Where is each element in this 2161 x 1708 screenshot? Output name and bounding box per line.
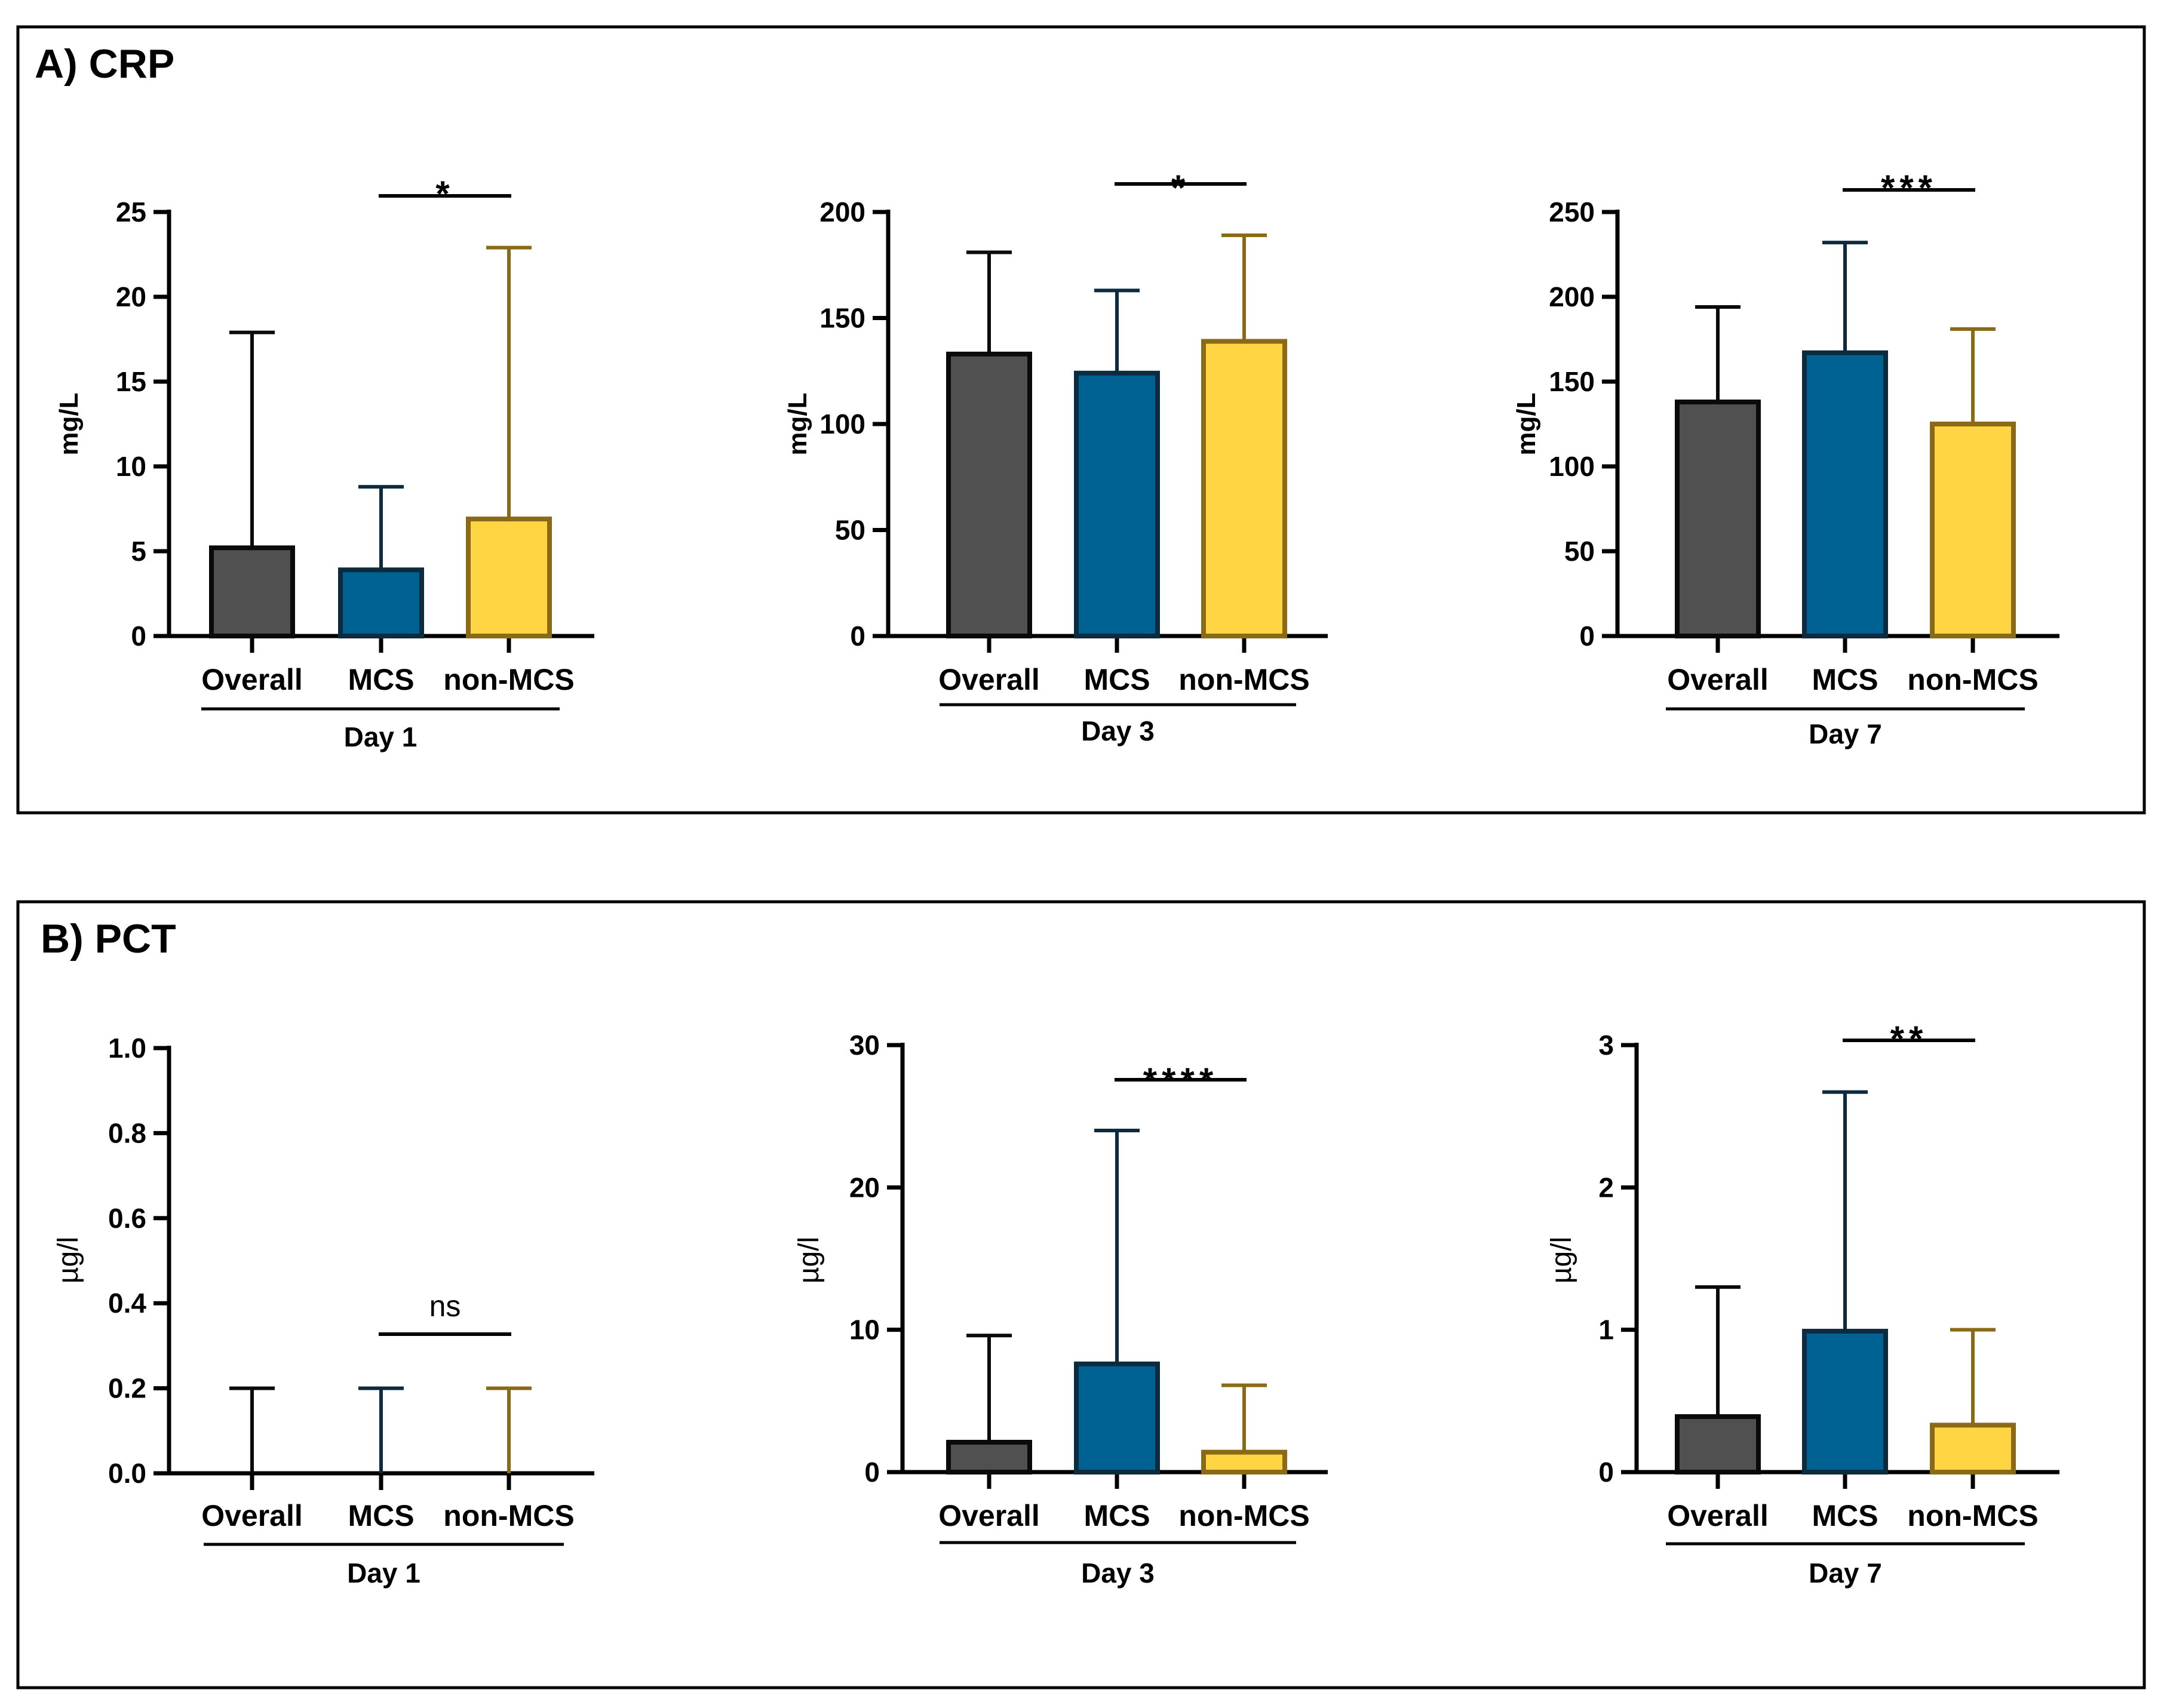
group-label: Day 3 — [1081, 1558, 1155, 1589]
y-tick-label: 200 — [1549, 281, 1595, 312]
y-tick-label: 150 — [819, 303, 865, 334]
bar-non-mcs — [1930, 422, 2016, 638]
significance-label: *** — [1881, 168, 1937, 208]
panel-a-title: A) CRP — [35, 41, 174, 87]
bar-mcs — [1802, 1329, 1888, 1475]
y-tick-label: 100 — [1549, 451, 1595, 482]
category-label: non-MCS — [1178, 663, 1309, 696]
y-tick-label: 15 — [116, 366, 146, 397]
group-label: Day 1 — [344, 721, 418, 752]
group-label: Day 3 — [1081, 715, 1155, 747]
y-axis-label: µg/l — [793, 1237, 825, 1283]
y-axis-label: µg/l — [1546, 1237, 1577, 1283]
chart-b-day-7: 0 1 2 3 µg/l Overall MCS non-MCS Day 7 ** — [1546, 1019, 2059, 1589]
chart-a-day-3: 0 50 100 150 200 mg/L Overall MCS non-MCS Day 3 * — [783, 168, 1328, 747]
category-label: MCS — [1812, 1499, 1878, 1532]
category-label: Overall — [201, 663, 303, 696]
significance-label: ns — [429, 1289, 461, 1323]
bar-non-mcs — [1201, 339, 1287, 638]
y-tick-label: 10 — [116, 451, 146, 482]
category-label: Overall — [938, 663, 1040, 696]
y-tick-label: 5 — [131, 536, 146, 567]
category-label: MCS — [1083, 1499, 1150, 1532]
y-tick-label: 0 — [131, 620, 146, 652]
significance-label: * — [1171, 168, 1190, 208]
y-tick-label: 100 — [819, 408, 865, 440]
category-label: Overall — [1667, 1499, 1769, 1532]
category-label: Overall — [201, 1499, 303, 1532]
y-tick-label: 25 — [116, 196, 146, 228]
bar-overall — [946, 1439, 1032, 1474]
category-label: MCS — [1812, 663, 1878, 696]
bar-overall — [209, 545, 295, 638]
panel-b-frame — [16, 900, 2146, 1689]
y-tick-label: 0.4 — [108, 1288, 146, 1319]
panel-a-frame — [16, 25, 2146, 815]
bar-overall — [946, 351, 1032, 638]
y-tick-label: 0 — [1579, 620, 1595, 652]
y-tick-label: 2 — [1598, 1172, 1614, 1203]
y-tick-label: 0.8 — [108, 1117, 146, 1148]
y-tick-label: 0 — [1598, 1457, 1614, 1488]
bar-mcs — [338, 567, 424, 638]
category-label: non-MCS — [1907, 663, 2038, 696]
panel-b-title: B) PCT — [41, 916, 176, 961]
bar-non-mcs — [466, 517, 552, 638]
significance-label: * — [435, 174, 454, 214]
y-tick-label: 50 — [1564, 536, 1595, 567]
y-tick-label: 0 — [864, 1457, 880, 1488]
category-label: MCS — [348, 663, 414, 696]
y-tick-label: 200 — [819, 196, 865, 228]
bar-non-mcs — [1930, 1423, 2016, 1475]
y-tick-label: 30 — [849, 1030, 880, 1061]
y-tick-label: 1 — [1598, 1314, 1614, 1345]
y-tick-label: 0 — [850, 620, 865, 652]
category-label: non-MCS — [443, 663, 574, 696]
y-tick-label: 3 — [1598, 1030, 1614, 1061]
bar-mcs — [1074, 1361, 1160, 1475]
category-label: Overall — [1667, 663, 1769, 696]
y-tick-label: 20 — [116, 281, 146, 312]
significance-label: **** — [1143, 1061, 1218, 1101]
group-label: Day 7 — [1809, 718, 1882, 749]
group-label: Day 1 — [347, 1558, 420, 1589]
y-tick-label: 250 — [1549, 196, 1595, 228]
y-tick-label: 20 — [849, 1172, 880, 1203]
bar-non-mcs — [1201, 1449, 1287, 1474]
y-tick-label: 0.2 — [108, 1373, 146, 1404]
category-label: non-MCS — [1178, 1499, 1309, 1532]
category-label: MCS — [1083, 663, 1150, 696]
category-label: MCS — [348, 1499, 414, 1532]
y-tick-label: 10 — [849, 1314, 880, 1345]
bar-overall — [1675, 1414, 1761, 1475]
y-axis-label: mg/L — [1512, 392, 1541, 455]
y-axis-label: mg/L — [783, 392, 812, 455]
y-axis-label: mg/L — [54, 392, 84, 455]
bar-overall — [1675, 400, 1761, 639]
category-label: Overall — [938, 1499, 1040, 1532]
y-tick-label: 0.0 — [108, 1458, 146, 1489]
bar-mcs — [1074, 370, 1160, 638]
y-tick-label: 1.0 — [108, 1033, 146, 1064]
chart-a-day-7: 0 50 100 150 200 250 mg/L Overall MCS non-MCS Day … — [1512, 168, 2059, 749]
chart-b-day-3: 0 10 20 30 µg/l Overall MCS non-MCS Day 3 **** — [793, 1030, 1328, 1589]
category-label: non-MCS — [443, 1499, 574, 1532]
y-axis-label: µg/l — [53, 1237, 84, 1283]
y-tick-label: 50 — [835, 515, 865, 546]
significance-label: ** — [1890, 1019, 1928, 1059]
category-label: non-MCS — [1907, 1499, 2038, 1532]
group-label: Day 7 — [1809, 1558, 1882, 1589]
chart-b-day-1: 0.0 0.2 0.4 0.6 0.8 1.0 µg/l Overall MCS non-MCS D… — [53, 1033, 594, 1589]
chart-a-day-1: 0 5 10 15 20 25 mg/L Overall MCS non-MCS Day 1 * — [54, 174, 594, 752]
bar-mcs — [1802, 350, 1888, 638]
y-tick-label: 0.6 — [108, 1203, 146, 1234]
y-tick-label: 150 — [1549, 366, 1595, 397]
